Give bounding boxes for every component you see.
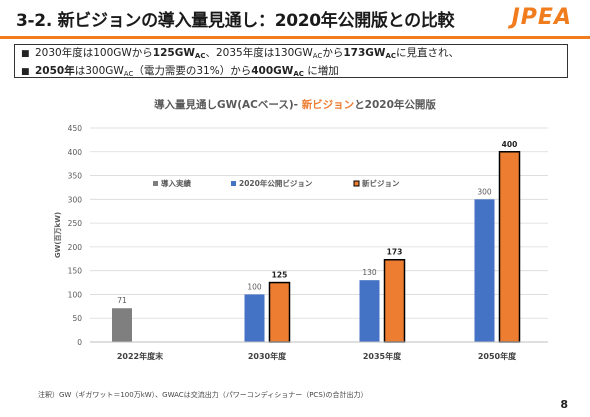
- bullet-text: に増加: [303, 65, 339, 77]
- footnote: 注釈）GW（ギガワット＝100万kW）、GWACは交流出力（パワーコンディショナ…: [38, 391, 368, 399]
- summary-box: ■ 2030年度は100GWから125GWAC、2035年度は130GWACから1…: [14, 44, 568, 78]
- bar-2: [498, 151, 521, 343]
- page-number: 8: [560, 398, 568, 411]
- data-label: 173: [387, 248, 403, 257]
- legend-label: 2020年公開ビジョン: [239, 178, 313, 188]
- bar-2: [268, 281, 291, 343]
- bullet-square-icon: ■: [21, 67, 30, 77]
- y-tick-label: 400: [68, 148, 83, 157]
- bar-2: [383, 258, 406, 343]
- bullet-line-2: ■ 2050年は300GWAC（電力需要の31%）から400GWAC に増加: [21, 64, 561, 82]
- chart-title-part: 新ビジョン: [302, 98, 355, 111]
- page-title: 3-2. 新ビジョンの導入量見通し：2020年公開版との比較: [16, 11, 455, 31]
- unit-subscript: AC: [123, 70, 134, 78]
- y-tick-label: 300: [68, 195, 83, 204]
- unit-subscript: AC: [194, 52, 206, 60]
- legend-swatch: [353, 180, 360, 187]
- unit-subscript: AC: [312, 52, 323, 60]
- bullet-text: （電力需要の31%）から: [133, 65, 252, 77]
- x-tick-label: 2030年度: [248, 351, 287, 361]
- y-tick-label: 350: [68, 172, 83, 181]
- data-label: 71: [117, 296, 127, 305]
- unit-subscript: AC: [293, 70, 304, 78]
- bullet-text: 173GWAC: [343, 47, 397, 60]
- x-tick-label: 2022年度末: [117, 351, 163, 361]
- legend-label: 導入実績: [161, 178, 191, 188]
- x-tick-label: 2050年度: [478, 351, 517, 361]
- data-label: 130: [362, 268, 377, 277]
- bullet-line-1: ■ 2030年度は100GWから125GWAC、2035年度は130GWACから1…: [21, 46, 561, 64]
- y-tick-label: 250: [68, 219, 83, 228]
- data-label: 100: [247, 282, 262, 291]
- data-label: 125: [272, 271, 288, 280]
- unit-subscript: AC: [385, 52, 397, 60]
- bullet-text: から: [322, 47, 344, 59]
- data-label: 400: [502, 140, 518, 149]
- y-tick-label: 50: [72, 314, 82, 323]
- bullet-text: 400GWAC: [251, 65, 304, 78]
- y-tick-label: 150: [68, 267, 83, 276]
- y-axis-label: GW(百万kW): [54, 212, 62, 258]
- bar-1: [244, 294, 265, 342]
- bullet-text: 、2035年度は130GWAC: [205, 47, 323, 60]
- legend-swatch: [231, 181, 236, 186]
- chart-title-part: 導入量見通しGW(ACベース)-: [154, 98, 302, 111]
- bar-0: [112, 308, 132, 342]
- y-tick-label: 100: [68, 290, 83, 299]
- bar-1: [359, 280, 380, 342]
- header: 3-2. 新ビジョンの導入量見通し：2020年公開版との比較 JPEA: [0, 0, 590, 36]
- bullet-text: 2030年度は100GWから: [35, 47, 153, 59]
- y-tick-label: 0: [77, 338, 82, 347]
- legend-label: 新ビジョン: [362, 178, 400, 188]
- data-label: 300: [477, 187, 492, 196]
- bullet-text: 125GWAC: [152, 47, 206, 60]
- chart-title-part: と2020年公開版: [354, 98, 436, 111]
- y-tick-label: 450: [68, 124, 83, 133]
- legend-swatch: [153, 181, 158, 186]
- header-divider: [0, 36, 590, 39]
- x-tick-label: 2035年度: [363, 351, 402, 361]
- chart-title: 導入量見通しGW(ACベース)- 新ビジョンと2020年公開版: [154, 98, 436, 111]
- bar-1: [474, 199, 495, 342]
- bullet-text: は300GWAC: [74, 65, 134, 78]
- y-tick-label: 200: [68, 243, 83, 252]
- jpea-logo: JPEA: [511, 5, 572, 30]
- bullet-text: に見直され、: [396, 47, 460, 59]
- bullet-square-icon: ■: [21, 49, 30, 59]
- bullet-text: 2050年: [35, 65, 75, 77]
